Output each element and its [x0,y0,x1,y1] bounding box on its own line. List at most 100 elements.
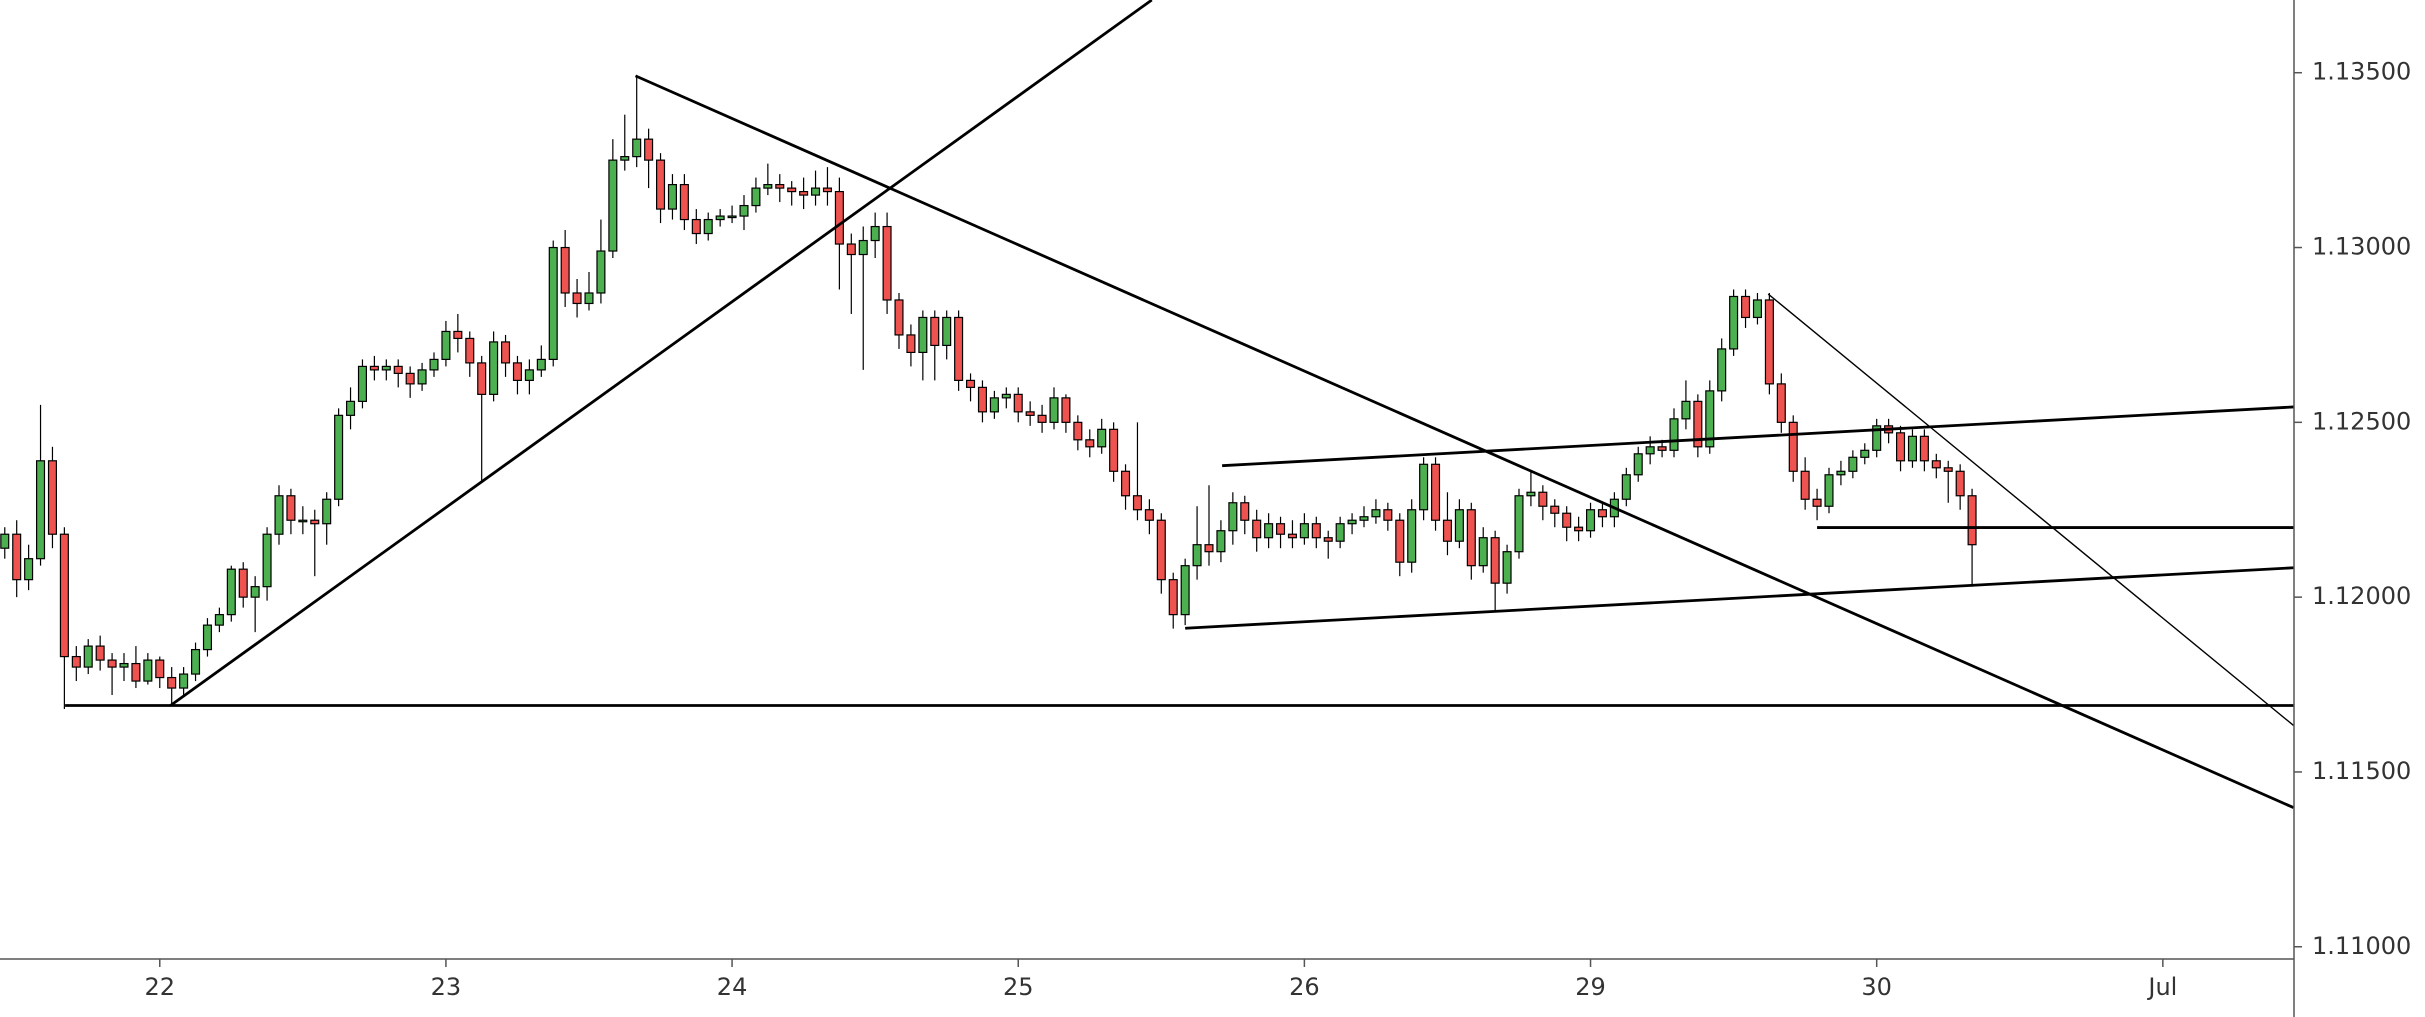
candle-body [489,341,499,395]
candle-body [298,519,308,523]
candle-body [179,673,189,689]
y-tick-label: 1.13500 [2312,58,2411,86]
candle-body [1586,509,1596,532]
candle-body [286,495,296,521]
candle-body [429,358,439,371]
candle-body [1431,463,1441,521]
candle-body [119,662,129,668]
candle-body [0,533,10,549]
candle-body [1597,509,1607,518]
candle-body [1824,474,1834,507]
candle-body [1872,425,1882,451]
x-tick-label: 26 [1289,973,1320,1001]
candle-body [1896,432,1906,462]
candle-body [989,397,999,413]
candle-body [1621,474,1631,500]
candle-body [1967,495,1977,546]
candle-body [155,659,165,679]
candle-body [715,215,725,221]
candle-body [667,183,677,210]
candle-body [1669,418,1679,451]
candle-body [1287,533,1297,539]
candle-body [310,519,320,525]
candle-body [1657,446,1667,451]
candle-body [1526,491,1536,497]
candle-body [656,159,666,210]
candle-body [191,648,201,675]
candle-body [942,316,952,347]
candle-body [1717,348,1727,392]
candle-body [12,533,22,581]
candle-body [1085,439,1095,448]
candle-body [1764,299,1774,385]
candle-body [1800,470,1810,500]
candle-body [1013,393,1023,413]
candle-body [1514,495,1524,553]
candle-body [846,243,856,256]
candle-body [870,225,880,242]
candle-body [1931,460,1941,469]
candle-body [1478,537,1488,567]
candle-body [71,655,81,668]
candle-body [441,330,451,361]
candle-body [501,341,511,364]
candle-body [107,659,117,668]
candle-body [1264,523,1274,539]
candle-body [751,187,761,207]
candle-body [417,369,427,385]
candle-body [83,645,93,668]
candle-body [918,316,928,354]
candle-body [930,316,940,347]
candle-body [1359,516,1369,521]
candle-body [703,218,713,235]
candle-body [346,400,356,416]
candle-body [1741,295,1751,319]
candle-body [632,138,642,158]
candle-body [906,334,916,354]
candle-body [369,365,379,371]
y-tick-label: 1.13000 [2312,233,2411,261]
candle-body [1097,428,1107,448]
candle-body [1836,470,1846,476]
candle-body [1943,467,1953,472]
candle-body [36,460,46,560]
candle-body [1395,519,1405,563]
candle-body [787,187,797,193]
candle-body [1037,414,1047,423]
candle-body [560,246,570,294]
candle-body [1419,463,1429,511]
candle-body [1311,523,1321,539]
candle-body [1371,509,1381,518]
candle-body [1562,512,1572,528]
candle-body [1299,523,1309,539]
candle-body [1860,449,1870,458]
candle-body [596,250,606,294]
candle-body [1633,453,1643,476]
candle-body [1955,470,1965,497]
candle-body [214,614,224,626]
candle-body [95,645,105,661]
candle-body [822,187,832,193]
candle-body [47,460,57,535]
candle-body [238,568,248,598]
trend-line [1767,293,2294,726]
candle-body [1109,428,1119,472]
candle-body [1240,502,1250,521]
candle-body [334,414,344,500]
trend-line [1222,405,2294,468]
candle-body [59,533,69,658]
candle-body [1848,456,1858,472]
candle-body [620,156,630,161]
candle-body [608,159,618,252]
candle-body [1383,509,1393,521]
candle-body [381,365,391,371]
candle-body [1693,400,1703,448]
candle-body [1705,390,1715,448]
x-tick-label: 22 [144,973,175,1001]
candle-body [1645,446,1655,455]
candle-body [1454,509,1464,542]
candle-body [1919,435,1929,462]
x-tick-label: 25 [1003,973,1034,1001]
candle-body [1812,498,1822,507]
candle-body [143,659,153,682]
